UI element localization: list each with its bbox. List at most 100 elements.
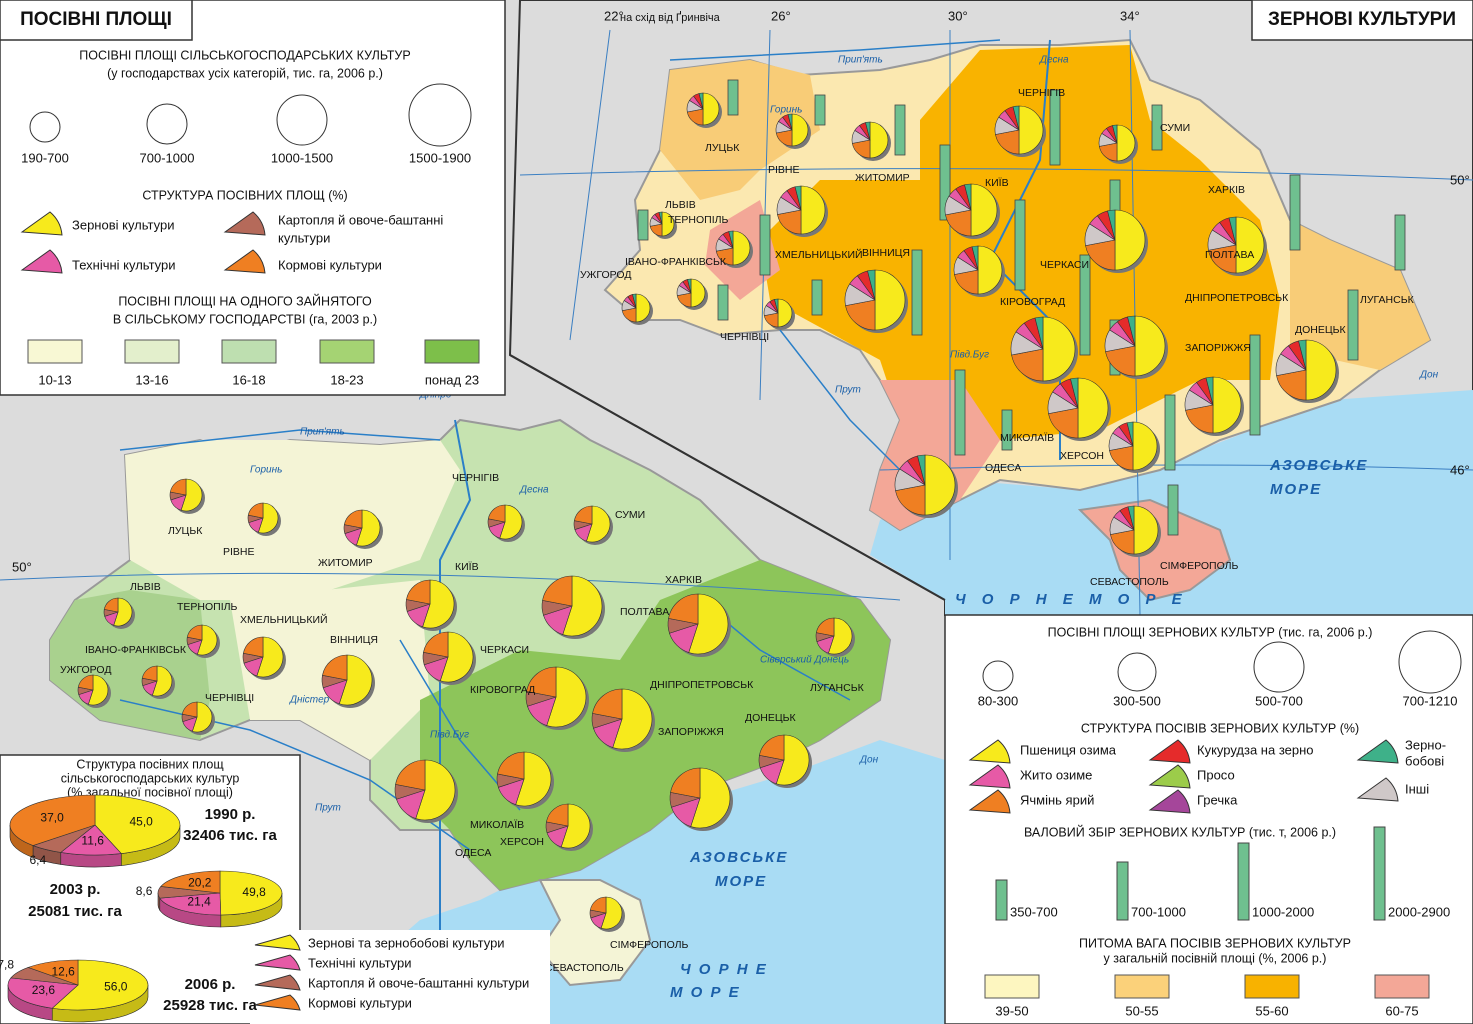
legend-label: Кукурудза на зерно xyxy=(1197,742,1314,757)
pie-wedge xyxy=(592,688,623,720)
swatch-label: 13-16 xyxy=(135,372,168,387)
pie-wedge xyxy=(338,654,373,706)
pie-wedge xyxy=(439,631,474,683)
pie-slice xyxy=(94,794,181,854)
city-label: СУМИ xyxy=(1160,122,1190,134)
harvest-bar xyxy=(1289,174,1301,251)
city-label: КІРОВОГРАД xyxy=(1000,296,1065,308)
river-label: Прип'ять xyxy=(300,427,345,438)
parallel-46 xyxy=(879,464,1473,471)
inset-legend-label: Кормові культури xyxy=(308,995,412,1010)
legend-label: Технічні культури xyxy=(72,257,176,272)
swatch-label: 16-18 xyxy=(232,372,265,387)
swatch xyxy=(424,339,480,364)
harvest-bar xyxy=(1167,484,1179,536)
pie-wedge xyxy=(1109,445,1134,471)
year-label: 2006 р. xyxy=(185,976,236,993)
value-label: 37,0 xyxy=(40,811,64,825)
sea-label: Ч О Р Н Е xyxy=(680,961,768,978)
value-label: 12,6 xyxy=(51,964,75,978)
right-legend: ПОСІВНІ ПЛОЩІ ЗЕРНОВИХ КУЛЬТУР (тис. га,… xyxy=(944,614,1473,1024)
harvest-bar xyxy=(1249,334,1261,436)
wedge-icon xyxy=(223,249,266,274)
swatch-label: 10-13 xyxy=(38,372,71,387)
size-symbol xyxy=(29,111,61,143)
year-label: 2003 р. xyxy=(50,881,101,898)
latitude: 50° xyxy=(12,559,32,574)
legend-label: Просо xyxy=(1197,767,1235,782)
city-label: ЧЕРНІГІВ xyxy=(1018,87,1065,99)
harvest-bar xyxy=(759,214,771,276)
value-label: 20,2 xyxy=(188,875,212,889)
region-10-13 xyxy=(125,440,460,600)
pie-wedge xyxy=(777,298,793,328)
pie-wedge xyxy=(406,579,431,605)
wedge-icon xyxy=(1356,777,1399,802)
harvest-bar xyxy=(1151,104,1163,151)
legend-label: Картопля й овоче-баштанні xyxy=(278,212,443,227)
city-label: УЖГОРОД xyxy=(580,269,631,281)
city-label: ЛУЦЬК xyxy=(705,142,740,154)
inset-legend-box xyxy=(250,930,550,1024)
pie-slice xyxy=(160,870,221,894)
legend-label: Інші xyxy=(1405,781,1429,796)
wedge-icon xyxy=(1356,739,1399,764)
total-label: 25081 тис. га xyxy=(28,903,122,920)
pie-wedge xyxy=(945,209,972,237)
city-label: ЗАПОРІЖЖЯ xyxy=(658,726,724,738)
size-label: 500-700 xyxy=(1255,693,1303,708)
city-label: ХАРКІВ xyxy=(1208,184,1245,196)
bar-symbol xyxy=(1116,861,1129,921)
legend-heading: В СІЛЬСЬКОМУ ГОСПОДАРСТВІ (га, 2003 р.) xyxy=(113,312,377,326)
city-label: ДОНЕЦЬК xyxy=(1295,324,1347,336)
city-label: СУМИ xyxy=(615,509,645,521)
pie-wedge xyxy=(562,575,603,637)
wedge-icon xyxy=(968,789,1011,814)
divider xyxy=(509,354,946,601)
wedge-icon xyxy=(968,739,1011,764)
crimea xyxy=(538,879,652,987)
pie-wedge xyxy=(1127,315,1136,347)
pie-wedge xyxy=(1110,529,1135,555)
pie-wedge xyxy=(1228,216,1237,246)
city-label: ЛЬВІВ xyxy=(130,581,161,593)
river-label: Прут xyxy=(315,803,341,814)
city-label: ТЕРНОПІЛЬ xyxy=(668,214,729,226)
pie-wedge xyxy=(243,636,264,658)
city-label: ВІННИЦЯ xyxy=(330,634,378,646)
sea-label: АЗОВСЬКЕ xyxy=(1269,457,1368,474)
pie-wedge xyxy=(977,245,1003,295)
river-label: Сіверський Донець xyxy=(760,655,849,666)
city-label: ЖИТОМИР xyxy=(855,172,910,184)
pie-wedge xyxy=(759,734,785,761)
sea-label: МОРЕ xyxy=(715,873,767,890)
city-label: ЧЕРКАСИ xyxy=(1040,259,1089,271)
size-label: 700-1000 xyxy=(140,150,195,165)
pie-wedge xyxy=(1132,421,1158,471)
city-label: ЖИТОМИР xyxy=(318,557,373,569)
pie-wedge xyxy=(845,299,876,331)
value-label: 7,8 xyxy=(0,957,14,971)
right-title: ЗЕРНОВІ КУЛЬТУРИ xyxy=(1268,9,1456,30)
harvest-bar xyxy=(1164,394,1176,471)
pie-wedge xyxy=(1133,505,1159,555)
legend-heading: ПОСІВНІ ПЛОЩІ НА ОДНОГО ЗАЙНЯТОГО xyxy=(118,293,372,308)
swatch-label: 39-50 xyxy=(995,1003,1028,1018)
value-label: 56,0 xyxy=(104,980,128,994)
size-label: 80-300 xyxy=(978,693,1018,708)
size-symbol xyxy=(982,660,1014,692)
longitude: 30° xyxy=(948,8,968,23)
region-50-55 xyxy=(1290,220,1430,370)
pie-wedge xyxy=(1276,369,1307,401)
swatch-label: понад 23 xyxy=(425,372,479,387)
size-label: 190-700 xyxy=(21,150,69,165)
value-label: 6,4 xyxy=(29,853,46,867)
pie-wedge xyxy=(895,484,926,516)
pie-wedge xyxy=(815,617,835,637)
pie-wedge xyxy=(589,896,607,914)
harvest-bar xyxy=(1049,89,1061,166)
pie-wedge xyxy=(774,298,779,314)
total-label: 32406 тис. га xyxy=(183,827,277,844)
pie-wedge xyxy=(867,269,876,301)
pie-wedge xyxy=(635,293,651,323)
